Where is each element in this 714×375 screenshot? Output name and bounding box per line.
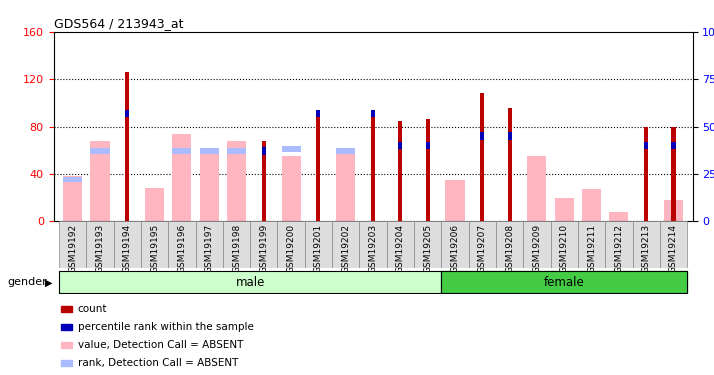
Bar: [398, 142, 403, 149]
Text: GSM19204: GSM19204: [396, 224, 405, 273]
Text: male: male: [236, 276, 265, 289]
FancyBboxPatch shape: [169, 221, 196, 268]
Text: GSM19195: GSM19195: [150, 224, 159, 273]
Bar: [644, 127, 648, 221]
FancyBboxPatch shape: [496, 221, 523, 268]
FancyBboxPatch shape: [359, 221, 387, 268]
Bar: [446, 180, 465, 221]
Text: value, Detection Call = ABSENT: value, Detection Call = ABSENT: [78, 340, 243, 350]
Text: GSM19199: GSM19199: [259, 224, 268, 273]
FancyBboxPatch shape: [387, 221, 414, 268]
Bar: [172, 148, 191, 154]
Text: GSM19209: GSM19209: [533, 224, 541, 273]
Bar: [508, 108, 512, 221]
Text: GSM19205: GSM19205: [423, 224, 432, 273]
FancyBboxPatch shape: [332, 221, 359, 268]
Bar: [644, 142, 648, 149]
Bar: [59, 271, 441, 293]
Bar: [555, 198, 574, 221]
FancyBboxPatch shape: [223, 221, 250, 268]
Text: GSM19192: GSM19192: [68, 224, 77, 273]
Bar: [671, 127, 675, 221]
Bar: [227, 148, 246, 154]
Text: GDS564 / 213943_at: GDS564 / 213943_at: [54, 17, 183, 30]
Bar: [281, 147, 301, 152]
Text: gender: gender: [7, 278, 47, 287]
Bar: [125, 72, 129, 221]
FancyBboxPatch shape: [605, 221, 633, 268]
Text: GSM19213: GSM19213: [642, 224, 650, 273]
Bar: [125, 110, 129, 117]
FancyBboxPatch shape: [660, 221, 687, 268]
Bar: [172, 134, 191, 221]
Bar: [441, 271, 687, 293]
Text: GSM19193: GSM19193: [96, 224, 104, 273]
Text: GSM19200: GSM19200: [286, 224, 296, 273]
Bar: [91, 148, 109, 154]
Bar: [481, 132, 484, 140]
FancyBboxPatch shape: [59, 221, 86, 268]
Text: GSM19206: GSM19206: [451, 224, 460, 273]
Bar: [664, 200, 683, 221]
FancyBboxPatch shape: [633, 221, 660, 268]
Bar: [336, 154, 356, 221]
Bar: [200, 148, 218, 154]
Bar: [426, 120, 430, 221]
Bar: [316, 112, 321, 221]
Text: GSM19203: GSM19203: [368, 224, 378, 273]
Text: GSM19194: GSM19194: [123, 224, 132, 273]
Text: GSM19201: GSM19201: [314, 224, 323, 273]
FancyBboxPatch shape: [86, 221, 114, 268]
Text: GSM19197: GSM19197: [205, 224, 213, 273]
FancyBboxPatch shape: [578, 221, 605, 268]
FancyBboxPatch shape: [141, 221, 169, 268]
FancyBboxPatch shape: [114, 221, 141, 268]
Bar: [508, 132, 512, 140]
Bar: [91, 141, 109, 221]
Bar: [481, 93, 484, 221]
FancyBboxPatch shape: [196, 221, 223, 268]
Bar: [336, 148, 356, 154]
FancyBboxPatch shape: [523, 221, 550, 268]
Bar: [227, 141, 246, 221]
Bar: [262, 147, 266, 155]
Bar: [371, 110, 375, 117]
FancyBboxPatch shape: [414, 221, 441, 268]
FancyBboxPatch shape: [305, 221, 332, 268]
FancyBboxPatch shape: [278, 221, 305, 268]
Bar: [145, 188, 164, 221]
FancyBboxPatch shape: [468, 221, 496, 268]
Bar: [316, 110, 321, 117]
FancyBboxPatch shape: [250, 221, 278, 268]
Bar: [582, 189, 601, 221]
Text: GSM19196: GSM19196: [177, 224, 186, 273]
Bar: [281, 156, 301, 221]
Bar: [200, 148, 218, 221]
Text: ▶: ▶: [45, 278, 53, 287]
Text: rank, Detection Call = ABSENT: rank, Detection Call = ABSENT: [78, 358, 238, 368]
FancyBboxPatch shape: [550, 221, 578, 268]
Text: percentile rank within the sample: percentile rank within the sample: [78, 322, 253, 332]
Text: GSM19202: GSM19202: [341, 224, 351, 273]
Text: GSM19211: GSM19211: [587, 224, 596, 273]
Bar: [528, 156, 546, 221]
Bar: [63, 177, 82, 182]
Bar: [262, 141, 266, 221]
Bar: [426, 142, 430, 149]
Text: GSM19214: GSM19214: [669, 224, 678, 273]
Text: count: count: [78, 304, 107, 314]
Text: GSM19198: GSM19198: [232, 224, 241, 273]
Bar: [371, 115, 375, 221]
Text: GSM19212: GSM19212: [614, 224, 623, 273]
Bar: [609, 212, 628, 221]
Text: female: female: [544, 276, 585, 289]
Text: GSM19208: GSM19208: [505, 224, 514, 273]
Text: GSM19207: GSM19207: [478, 224, 487, 273]
Bar: [63, 176, 82, 221]
FancyBboxPatch shape: [441, 221, 468, 268]
Bar: [398, 121, 403, 221]
Bar: [671, 142, 675, 149]
Text: GSM19210: GSM19210: [560, 224, 569, 273]
